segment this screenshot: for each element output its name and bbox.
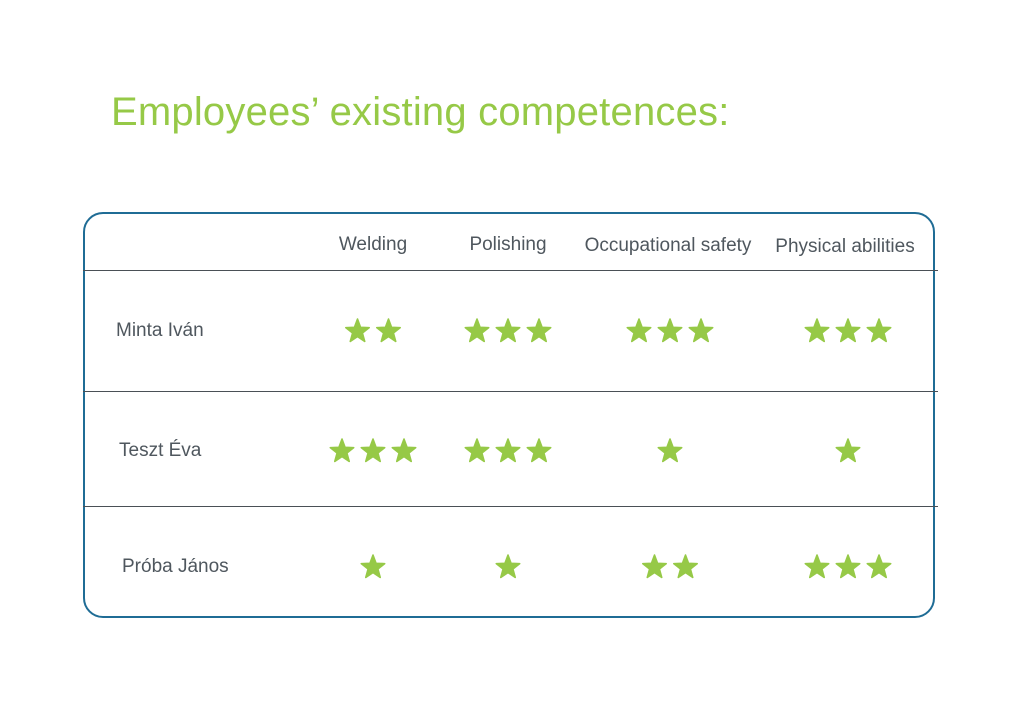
- employee-name: Teszt Éva: [119, 440, 202, 461]
- row-divider: [83, 391, 938, 392]
- star-icon: [641, 554, 668, 580]
- star-icon: [835, 318, 861, 344]
- star-icon: [464, 318, 490, 344]
- star-icon: [657, 318, 683, 344]
- star-rating: [360, 554, 386, 580]
- star-icon: [804, 554, 830, 580]
- star-icon: [464, 438, 490, 464]
- star-rating: [344, 318, 402, 344]
- competence-table: [83, 212, 935, 618]
- star-rating: [657, 438, 683, 464]
- star-icon: [360, 554, 386, 580]
- star-icon: [495, 318, 521, 344]
- star-icon: [329, 438, 355, 464]
- star-icon: [495, 554, 521, 580]
- star-rating: [641, 554, 699, 580]
- row-divider: [83, 506, 938, 507]
- page-title: Employees’ existing competences:: [111, 90, 730, 134]
- star-icon: [835, 438, 861, 464]
- star-rating: [804, 554, 892, 580]
- star-icon: [657, 438, 683, 464]
- star-rating: [626, 318, 714, 344]
- star-icon: [375, 318, 402, 344]
- star-icon: [672, 554, 699, 580]
- star-icon: [866, 318, 892, 344]
- star-icon: [344, 318, 371, 344]
- star-icon: [688, 318, 714, 344]
- star-rating: [464, 438, 552, 464]
- column-header-physical-abilities: Physical abilities: [775, 236, 915, 257]
- star-icon: [495, 438, 521, 464]
- employee-name: Próba János: [122, 556, 229, 577]
- star-rating: [329, 438, 417, 464]
- star-icon: [626, 318, 652, 344]
- column-header-welding: Welding: [338, 234, 408, 255]
- star-icon: [526, 438, 552, 464]
- star-icon: [391, 438, 417, 464]
- star-rating: [495, 554, 521, 580]
- star-rating: [835, 438, 861, 464]
- header-divider: [83, 270, 938, 271]
- star-rating: [464, 318, 552, 344]
- employee-name: Minta Iván: [116, 320, 204, 341]
- star-icon: [526, 318, 552, 344]
- star-icon: [835, 554, 861, 580]
- star-icon: [866, 554, 892, 580]
- star-icon: [360, 438, 386, 464]
- star-rating: [804, 318, 892, 344]
- column-header-occupational-safety: Occupational safety: [584, 235, 752, 256]
- column-header-polishing: Polishing: [469, 234, 547, 255]
- star-icon: [804, 318, 830, 344]
